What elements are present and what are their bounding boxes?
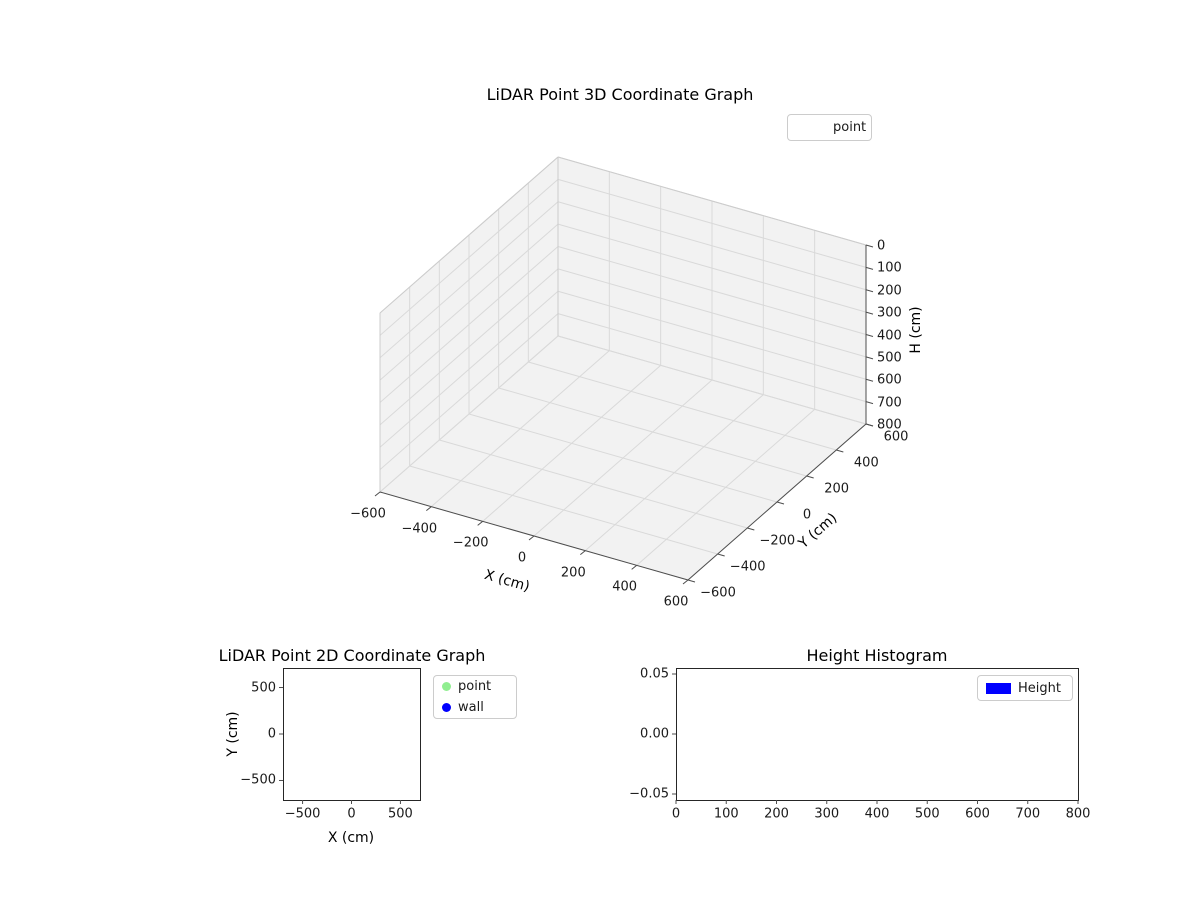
grid-line-z-left — [379, 201, 559, 359]
legend-label-height: Height — [1018, 680, 1061, 696]
x-tick — [477, 520, 483, 526]
y-tick — [806, 475, 814, 479]
plot2d-xaxis-label: X (cm) — [327, 830, 375, 846]
plot2d-yaxis-label: Y (cm) — [225, 711, 241, 757]
plot2d-axes — [279, 668, 421, 804]
grid-line-y-floor — [409, 465, 718, 555]
grid-line-z-right — [557, 290, 867, 380]
legend-entry-height: Height — [978, 681, 1072, 696]
grid-line-z-left — [379, 246, 559, 403]
plot2d-frame — [283, 668, 421, 801]
plot3d-zaxis-label: H (cm) — [908, 306, 924, 354]
grid-line-z-left — [379, 178, 559, 336]
grid-line-z-right — [557, 223, 867, 313]
legend-label-wall: wall — [458, 700, 484, 715]
x-tick — [682, 579, 689, 585]
point-marker-icon — [442, 682, 451, 691]
z-tick — [865, 423, 874, 427]
x-tick — [426, 506, 432, 512]
grid-line-z-right — [557, 335, 867, 425]
height-swatch-icon — [986, 682, 1011, 694]
y-tick — [776, 501, 785, 505]
grid-line-z-right — [557, 268, 867, 358]
plot2d-legend: point wall — [433, 675, 517, 719]
z-tick — [865, 378, 874, 382]
x-tick — [374, 491, 381, 497]
y-tick — [747, 527, 755, 531]
z-tick — [865, 311, 874, 315]
grid-line-y-floor — [468, 413, 778, 503]
hist-title: Height Histogram — [806, 646, 948, 665]
z-tick — [865, 266, 874, 270]
z-tick — [865, 289, 874, 293]
y-tick — [836, 449, 844, 453]
z-tick — [865, 401, 874, 405]
grid-line-y-floor — [439, 439, 748, 529]
plot3d-title: LiDAR Point 3D Coordinate Graph — [486, 85, 754, 104]
legend-label-point: point — [458, 679, 492, 694]
grid-line-y-floor — [498, 387, 807, 477]
y-tick — [717, 553, 725, 557]
x-tick — [631, 564, 637, 570]
grid-line-z-left — [379, 335, 559, 493]
hist-legend: Height — [977, 675, 1073, 701]
x-tick — [580, 550, 586, 556]
plot2d-title: LiDAR Point 2D Coordinate Graph — [218, 646, 486, 665]
box-edge — [557, 156, 867, 246]
grid-line-z-right — [557, 313, 867, 403]
grid-line-z-right — [557, 246, 867, 335]
grid-line-z-right — [557, 201, 867, 291]
grid-line-z-left — [379, 313, 559, 471]
grid-line-z-right — [557, 178, 867, 268]
grid-line-z-left — [379, 290, 559, 448]
legend-entry-wall: wall — [434, 700, 516, 715]
z-tick — [865, 334, 874, 337]
x-tick — [528, 535, 535, 541]
box-edge — [379, 156, 559, 314]
grid-line-y-floor — [528, 361, 837, 451]
y-tick — [687, 579, 696, 583]
legend-label-point: point — [833, 120, 867, 135]
wall-marker-icon — [442, 703, 451, 712]
grid-line-z-left — [379, 223, 559, 381]
z-tick — [865, 356, 874, 360]
z-tick — [865, 244, 874, 248]
point-marker-blank — [796, 123, 826, 132]
legend-entry-point: point — [434, 679, 516, 694]
plot3d-legend: point — [787, 114, 872, 141]
legend-entry-point: point — [788, 120, 871, 135]
grid-line-z-left — [379, 268, 559, 426]
plot3d-axes — [374, 156, 874, 585]
